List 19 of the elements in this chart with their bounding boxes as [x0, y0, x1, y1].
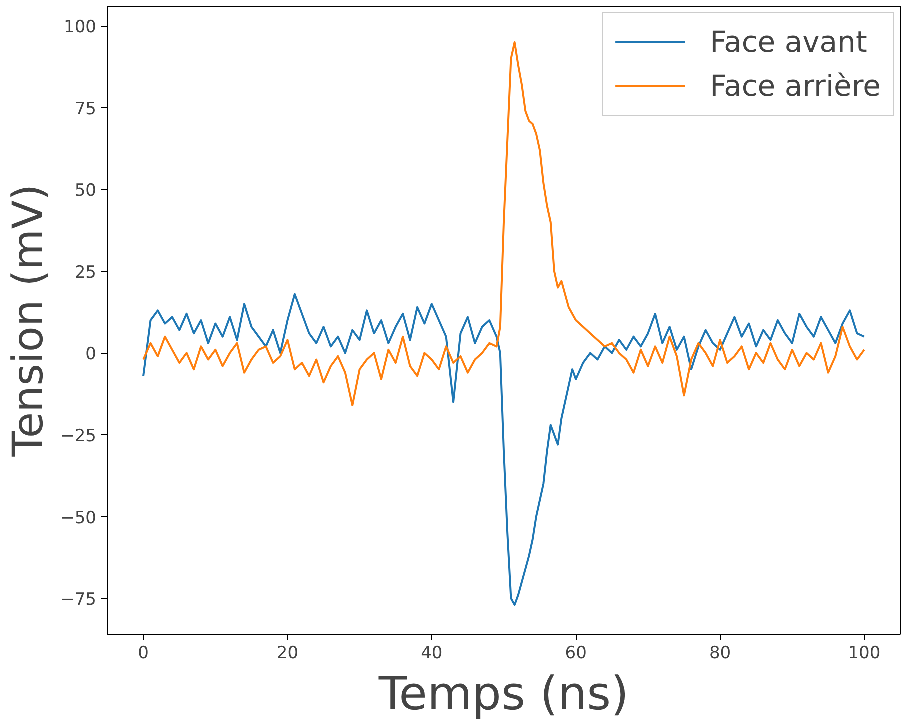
x-tick-label: 100: [848, 644, 881, 664]
x-tick-label: 60: [565, 644, 587, 664]
legend-label: Face avant: [710, 25, 868, 59]
x-tick-label: 20: [276, 644, 299, 664]
y-tick-label: −50: [60, 508, 97, 528]
y-axis-title: Tension (mV): [4, 184, 53, 458]
x-tick-label: 0: [138, 644, 149, 664]
y-tick-label: 25: [74, 262, 97, 283]
y-tick-label: −25: [60, 426, 97, 446]
legend-label: Face arrière: [710, 69, 881, 103]
x-axis-title: Temps (ns): [378, 666, 630, 720]
y-tick-label: 0: [86, 344, 97, 365]
y-tick-label: 50: [74, 181, 97, 202]
x-tick-label: 80: [709, 644, 732, 664]
y-tick-label: 100: [64, 18, 97, 38]
y-tick-label: 75: [74, 99, 97, 120]
line-series: [142, 293, 866, 606]
x-tick-label: 40: [421, 644, 443, 664]
y-tick-label: −75: [60, 590, 97, 610]
